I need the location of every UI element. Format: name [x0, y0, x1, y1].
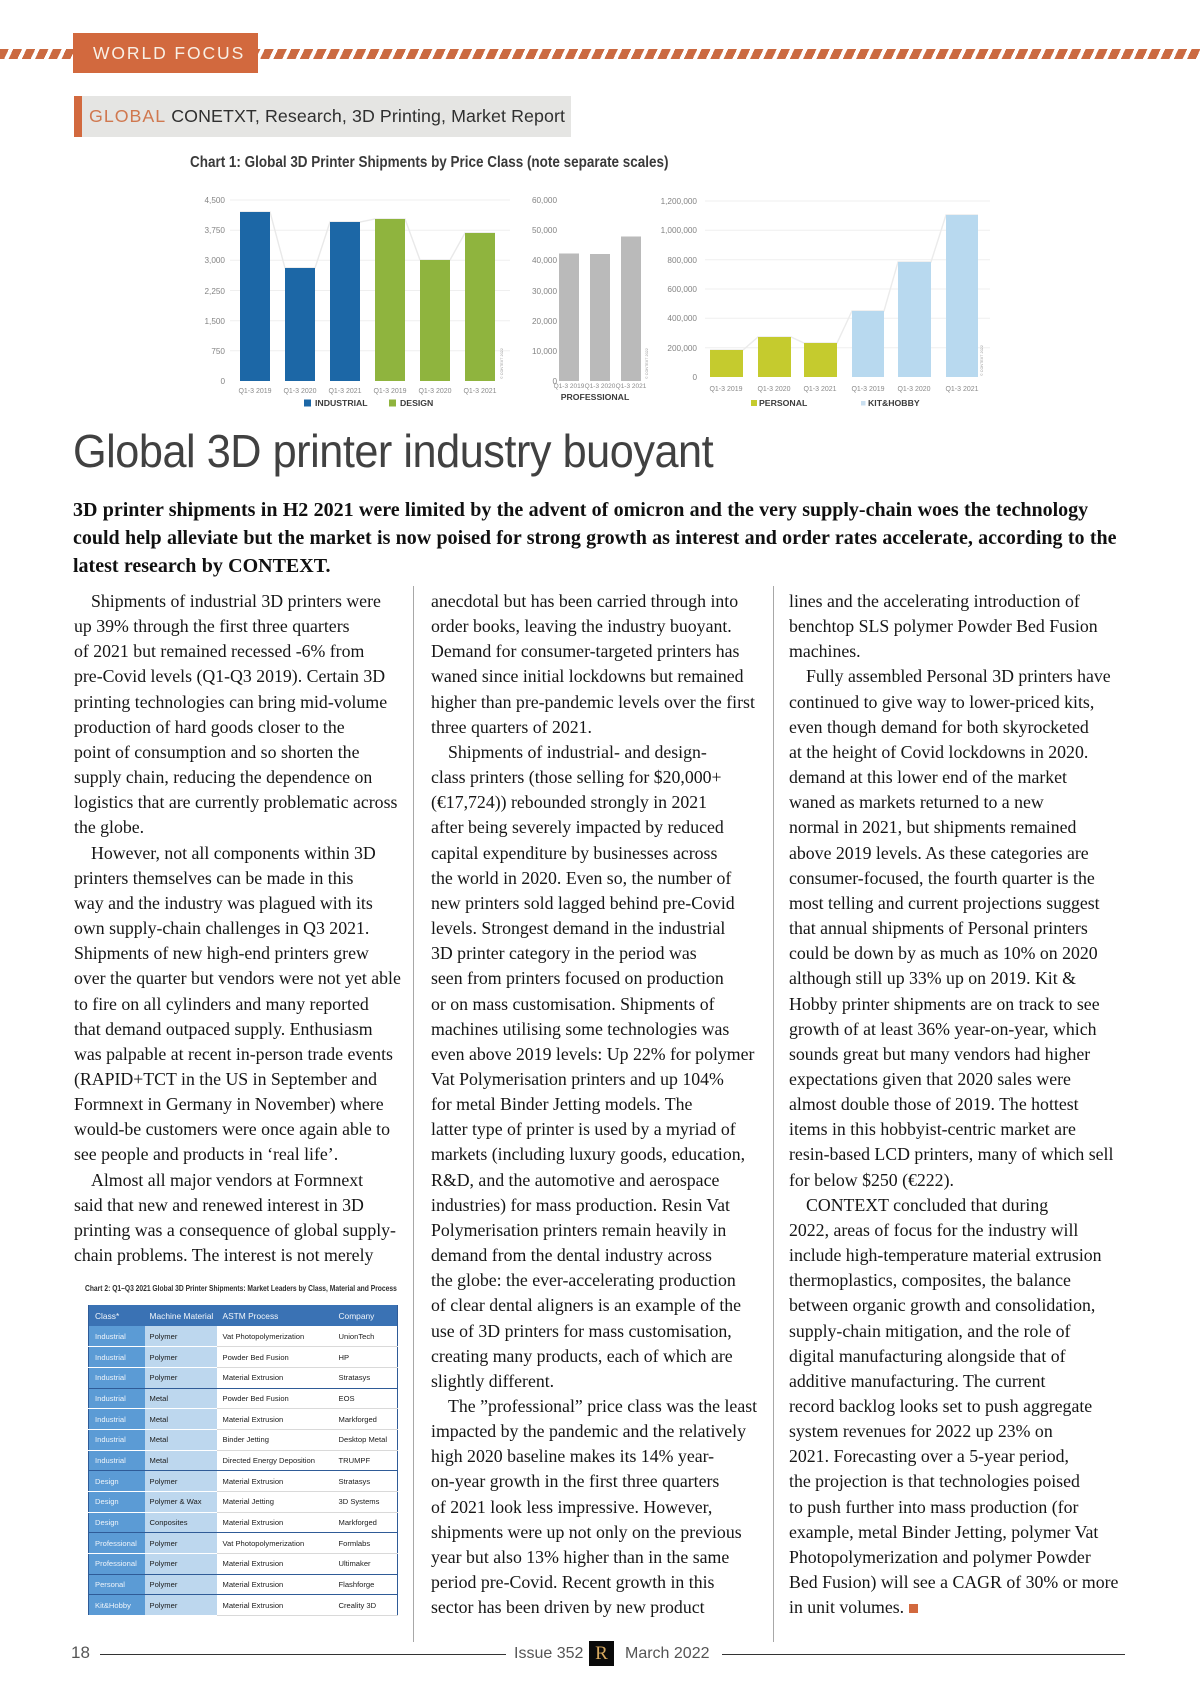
svg-text:30,000: 30,000 — [532, 287, 557, 296]
svg-text:60,000: 60,000 — [532, 196, 557, 205]
svg-text:600,000: 600,000 — [667, 285, 697, 294]
svg-text:Q1-3 2020: Q1-3 2020 — [757, 386, 790, 393]
svg-text:1,500: 1,500 — [205, 317, 226, 326]
svg-text:800,000: 800,000 — [667, 256, 697, 265]
svg-text:4,500: 4,500 — [205, 196, 226, 205]
svg-text:20,000: 20,000 — [532, 317, 557, 326]
svg-text:Q1-3 2020: Q1-3 2020 — [585, 383, 616, 390]
svg-text:PERSONAL: PERSONAL — [759, 398, 808, 408]
svg-text:PROFESSIONAL: PROFESSIONAL — [561, 392, 630, 402]
svg-text:10,000: 10,000 — [532, 347, 557, 356]
svg-text:Q1-3 2019: Q1-3 2019 — [851, 386, 884, 393]
svg-text:Q1-3 2021: Q1-3 2021 — [803, 386, 836, 393]
svg-text:Q1-3 2020: Q1-3 2020 — [418, 388, 451, 395]
svg-text:Q1-3 2021: Q1-3 2021 — [463, 388, 496, 395]
svg-text:Q1-3 2021: Q1-3 2021 — [616, 383, 647, 390]
svg-text:0: 0 — [552, 377, 557, 386]
svg-text:© CONTEXT 2022: © CONTEXT 2022 — [500, 348, 504, 379]
svg-text:KIT&HOBBY: KIT&HOBBY — [868, 398, 920, 408]
svg-text:1,200,000: 1,200,000 — [661, 197, 698, 206]
svg-text:50,000: 50,000 — [532, 226, 557, 235]
svg-text:0: 0 — [220, 377, 225, 386]
svg-text:750: 750 — [211, 347, 225, 356]
svg-text:2,250: 2,250 — [205, 287, 226, 296]
svg-text:© CONTEXT 2022: © CONTEXT 2022 — [980, 345, 984, 376]
svg-text:Q1-3 2020: Q1-3 2020 — [283, 388, 316, 395]
svg-text:Q1-3 2021: Q1-3 2021 — [945, 386, 978, 393]
svg-text:Q1-3 2019: Q1-3 2019 — [709, 386, 742, 393]
svg-text:INDUSTRIAL: INDUSTRIAL — [315, 398, 368, 408]
svg-text:Chart 1: Global 3D Printer Shi: Chart 1: Global 3D Printer Shipments by … — [190, 154, 669, 171]
svg-text:200,000: 200,000 — [667, 344, 697, 353]
svg-text:Q1-3 2021: Q1-3 2021 — [328, 388, 361, 395]
svg-text:3,000: 3,000 — [205, 256, 226, 265]
svg-text:Q1-3 2020: Q1-3 2020 — [897, 386, 930, 393]
svg-text:3,750: 3,750 — [205, 226, 226, 235]
svg-text:© CONTEXT 2022: © CONTEXT 2022 — [645, 348, 649, 379]
svg-text:Q1-3 2019: Q1-3 2019 — [554, 383, 585, 390]
svg-text:40,000: 40,000 — [532, 256, 557, 265]
svg-text:1,000,000: 1,000,000 — [661, 226, 698, 235]
svg-text:400,000: 400,000 — [667, 314, 697, 323]
svg-text:DESIGN: DESIGN — [400, 398, 433, 408]
svg-text:Q1-3 2019: Q1-3 2019 — [373, 388, 406, 395]
svg-text:Q1-3 2019: Q1-3 2019 — [238, 388, 271, 395]
svg-text:0: 0 — [692, 373, 697, 382]
